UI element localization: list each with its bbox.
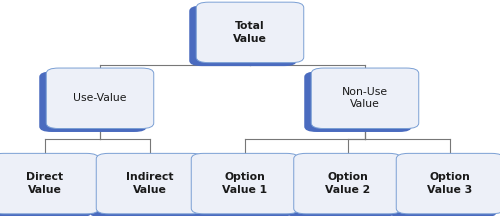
FancyBboxPatch shape [189,6,296,66]
FancyBboxPatch shape [286,157,394,216]
FancyBboxPatch shape [191,153,298,214]
Text: Direct
Value: Direct Value [26,172,64,195]
FancyBboxPatch shape [0,157,92,216]
Text: Use-Value: Use-Value [73,93,127,103]
Text: Option
Value 2: Option Value 2 [325,172,370,195]
FancyBboxPatch shape [0,153,99,214]
FancyBboxPatch shape [396,153,500,214]
FancyBboxPatch shape [46,68,154,129]
FancyBboxPatch shape [304,71,412,132]
FancyBboxPatch shape [294,153,401,214]
Text: Non-Use
Value: Non-Use Value [342,87,388,110]
FancyBboxPatch shape [196,2,304,63]
Text: Indirect
Value: Indirect Value [126,172,174,195]
Text: Option
Value 1: Option Value 1 [222,172,268,195]
FancyBboxPatch shape [184,157,292,216]
FancyBboxPatch shape [89,157,196,216]
Text: Total
Value: Total Value [233,21,267,44]
FancyBboxPatch shape [311,68,418,129]
FancyBboxPatch shape [389,157,497,216]
FancyBboxPatch shape [40,71,147,132]
Text: Option
Value 3: Option Value 3 [428,172,472,195]
FancyBboxPatch shape [96,153,204,214]
